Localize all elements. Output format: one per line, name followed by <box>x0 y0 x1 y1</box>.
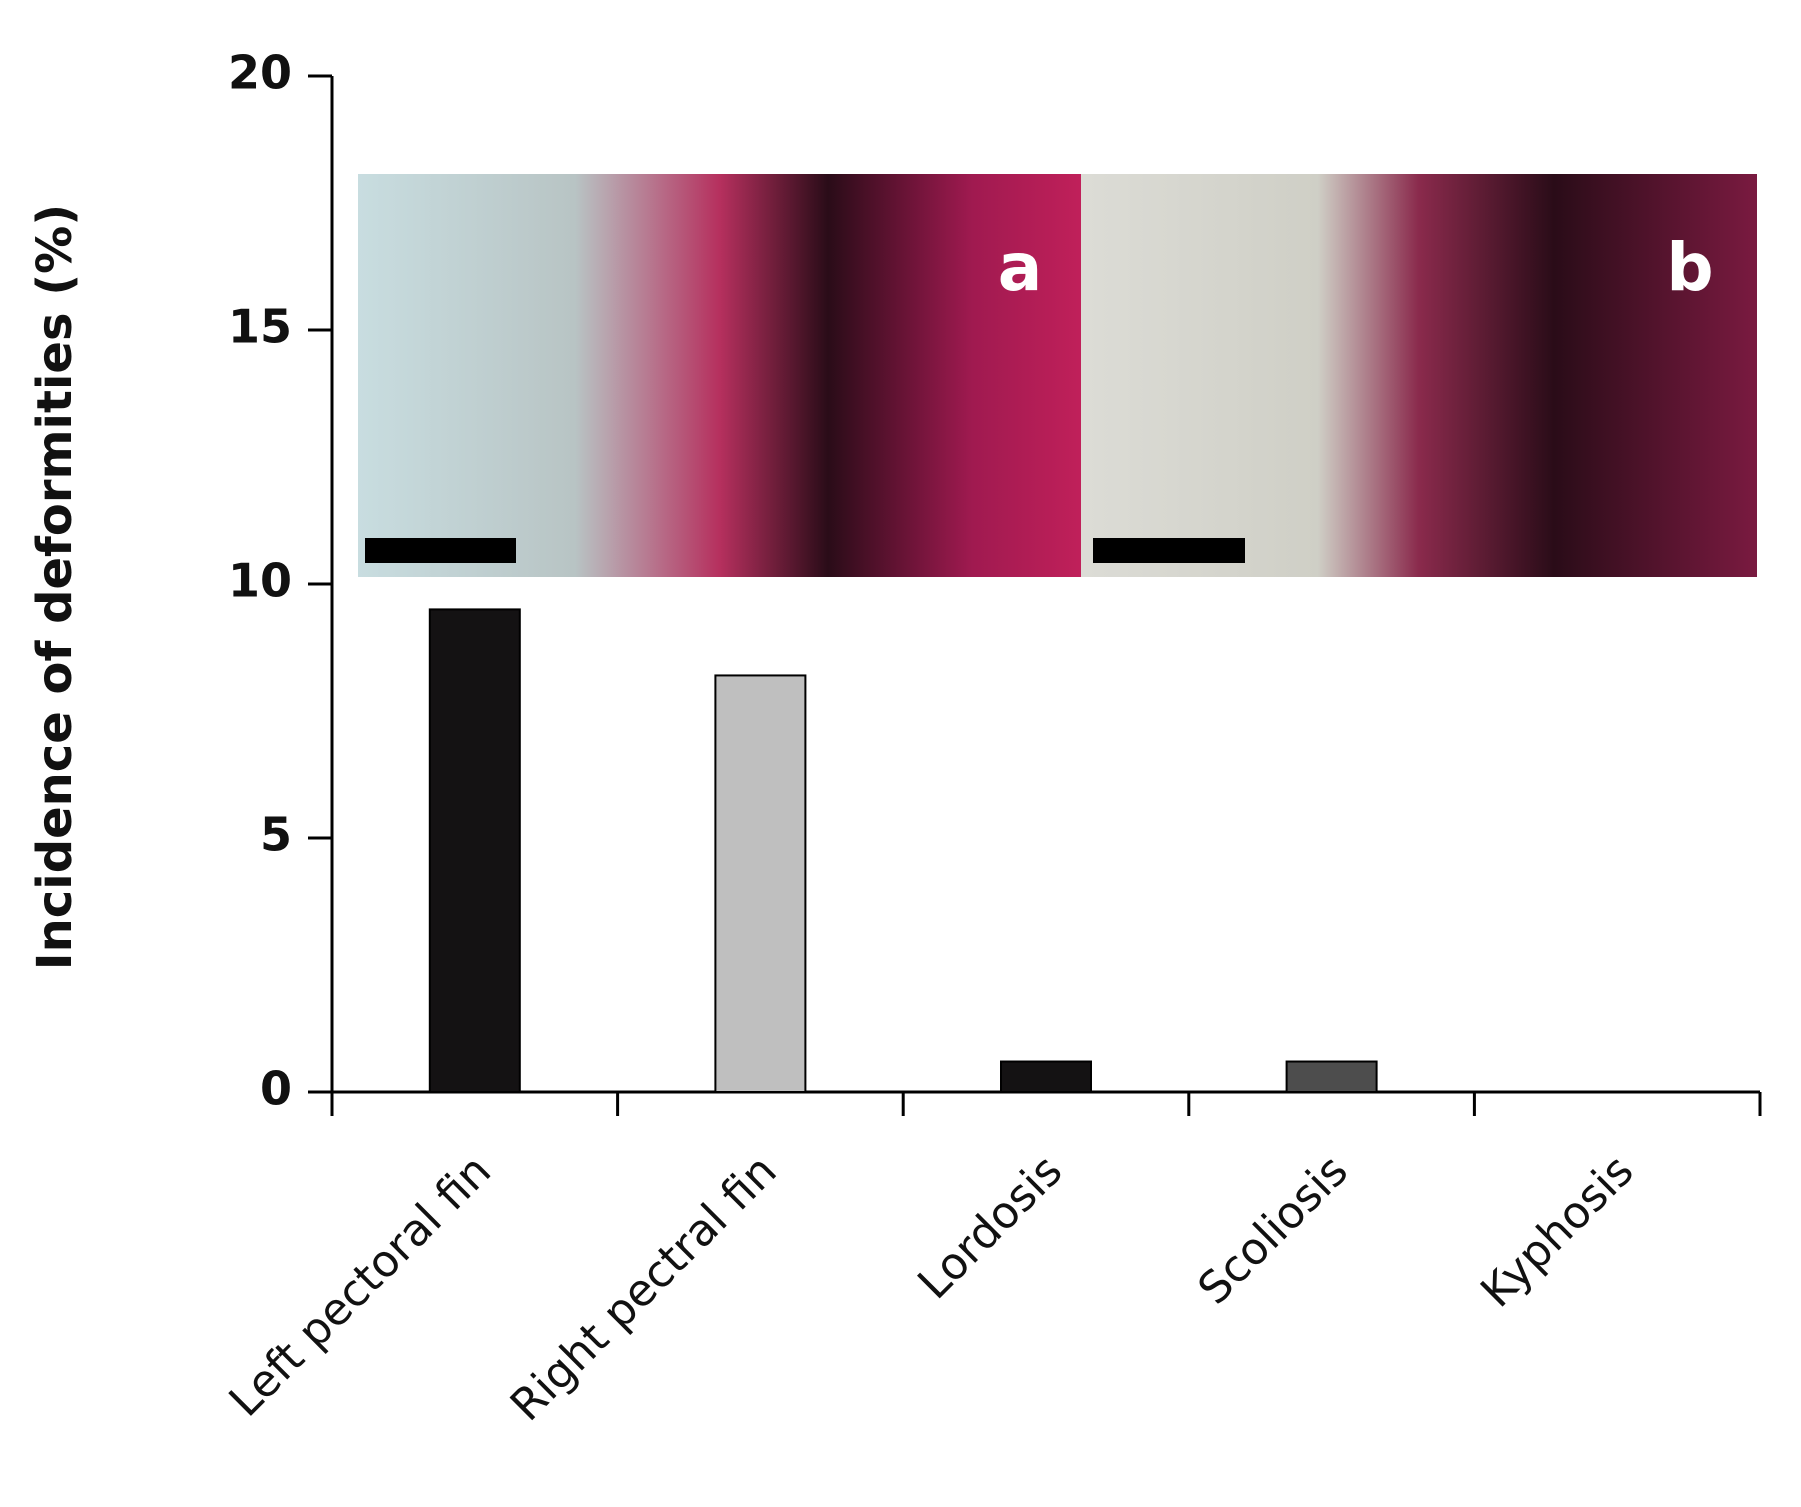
y-tick-label: 10 <box>228 554 292 608</box>
x-tick-label: Lordosis <box>908 1145 1072 1309</box>
bar <box>1000 1060 1092 1094</box>
photo-a <box>358 174 1081 577</box>
y-tick-label: 5 <box>260 808 292 862</box>
y-axis-label: Incidence of deformities (%) <box>27 204 83 970</box>
scale-bar <box>365 538 516 563</box>
y-tick-label: 0 <box>260 1062 292 1116</box>
panel-label: b <box>1666 229 1713 306</box>
scale-bar <box>1093 538 1245 563</box>
x-tick-label: Kyphosis <box>1471 1145 1643 1317</box>
bar <box>714 674 807 1093</box>
x-tick-label: Right pectral fin <box>501 1145 787 1431</box>
inset-photos: a b <box>358 174 1757 577</box>
bar <box>1285 1060 1378 1094</box>
x-tick-label: Left pectoral fin <box>220 1145 501 1426</box>
bar <box>428 608 521 1094</box>
y-tick-label: 15 <box>228 300 292 354</box>
photo-b <box>1081 174 1757 577</box>
y-tick-label: 20 <box>228 46 292 100</box>
x-tick-label: Scoliosis <box>1189 1145 1358 1314</box>
panel-label: a <box>998 229 1043 306</box>
